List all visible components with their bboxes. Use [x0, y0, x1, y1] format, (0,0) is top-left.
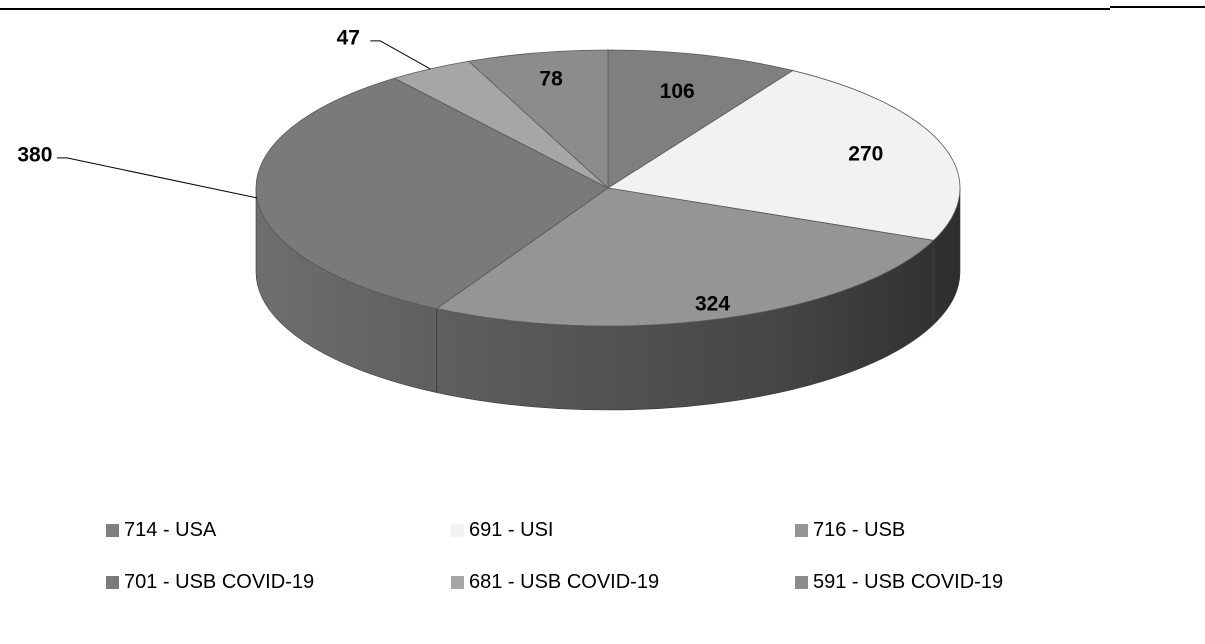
pie-slice [435, 187, 935, 327]
pie-tops [255, 49, 961, 327]
data-label: 270 [848, 143, 883, 166]
legend-item: 701 - USB COVID-19 [106, 570, 314, 594]
legend-label: 691 - USI [469, 518, 554, 541]
legend-swatch [106, 523, 119, 537]
data-label: 47 [337, 26, 360, 49]
legend-label: 681 - USB COVID-19 [469, 570, 660, 593]
legend-item: 691 - USI [451, 518, 553, 542]
legend-swatch [795, 575, 808, 589]
data-labels: 106 270 324 380 47 78 [17, 26, 883, 315]
pie-slice [255, 77, 609, 309]
legend-label: 591 - USB COVID-19 [813, 570, 1004, 593]
legend-label: 716 - USB [813, 518, 906, 541]
legend-item: 716 - USB [795, 518, 905, 542]
legend-swatch [106, 575, 119, 589]
legend-swatch [795, 523, 808, 537]
data-label: 78 [539, 67, 563, 90]
legend-item: 591 - USB COVID-19 [795, 570, 1003, 594]
legend-label: 714 - USA [124, 518, 217, 541]
pie-slice [607, 49, 794, 189]
legend-item: 714 - USA [106, 518, 216, 542]
leader-lines [56, 40, 431, 199]
legend-label: 701 - USB COVID-19 [124, 570, 315, 593]
top-rule [0, 8, 1110, 10]
data-label: 324 [695, 293, 730, 316]
leader-line [370, 40, 431, 70]
legend-item: 681 - USB COVID-19 [451, 570, 659, 594]
data-label: 380 [17, 143, 52, 166]
data-label: 106 [660, 80, 695, 103]
pie-slice [606, 70, 961, 241]
top-rule-right [1110, 6, 1205, 8]
pie-slice [467, 49, 609, 189]
leader-line [56, 157, 258, 199]
legend-swatch [451, 523, 464, 537]
legend-swatch [451, 575, 464, 589]
